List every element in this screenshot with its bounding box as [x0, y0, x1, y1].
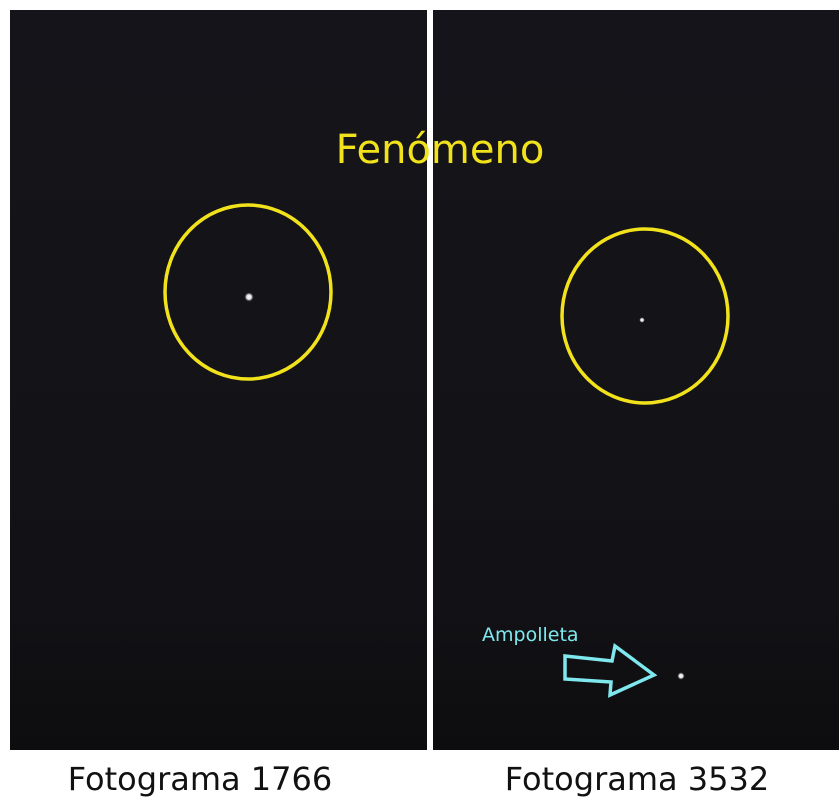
- light-point: [244, 292, 254, 302]
- figure: Fenómeno Ampolleta Fotograma 1766 Fotogr…: [0, 0, 839, 800]
- light-point: [639, 317, 645, 323]
- caption: Fotograma 1766: [68, 760, 332, 798]
- title: Fenómeno: [336, 127, 545, 173]
- bulb-point: [677, 672, 685, 680]
- frame-left: [10, 10, 427, 750]
- annotation: Ampolleta: [482, 624, 579, 646]
- caption: Fotograma 3532: [505, 760, 769, 798]
